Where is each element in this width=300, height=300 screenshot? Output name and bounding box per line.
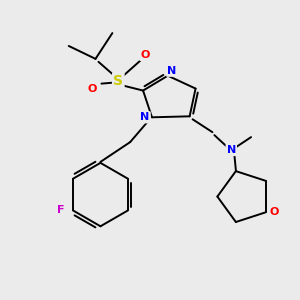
Text: O: O	[140, 50, 150, 60]
Text: N: N	[226, 145, 236, 155]
Text: O: O	[88, 84, 97, 94]
Text: F: F	[57, 206, 65, 215]
Text: N: N	[140, 112, 150, 122]
Text: O: O	[269, 207, 278, 217]
Text: N: N	[167, 66, 176, 76]
Text: S: S	[113, 74, 123, 88]
